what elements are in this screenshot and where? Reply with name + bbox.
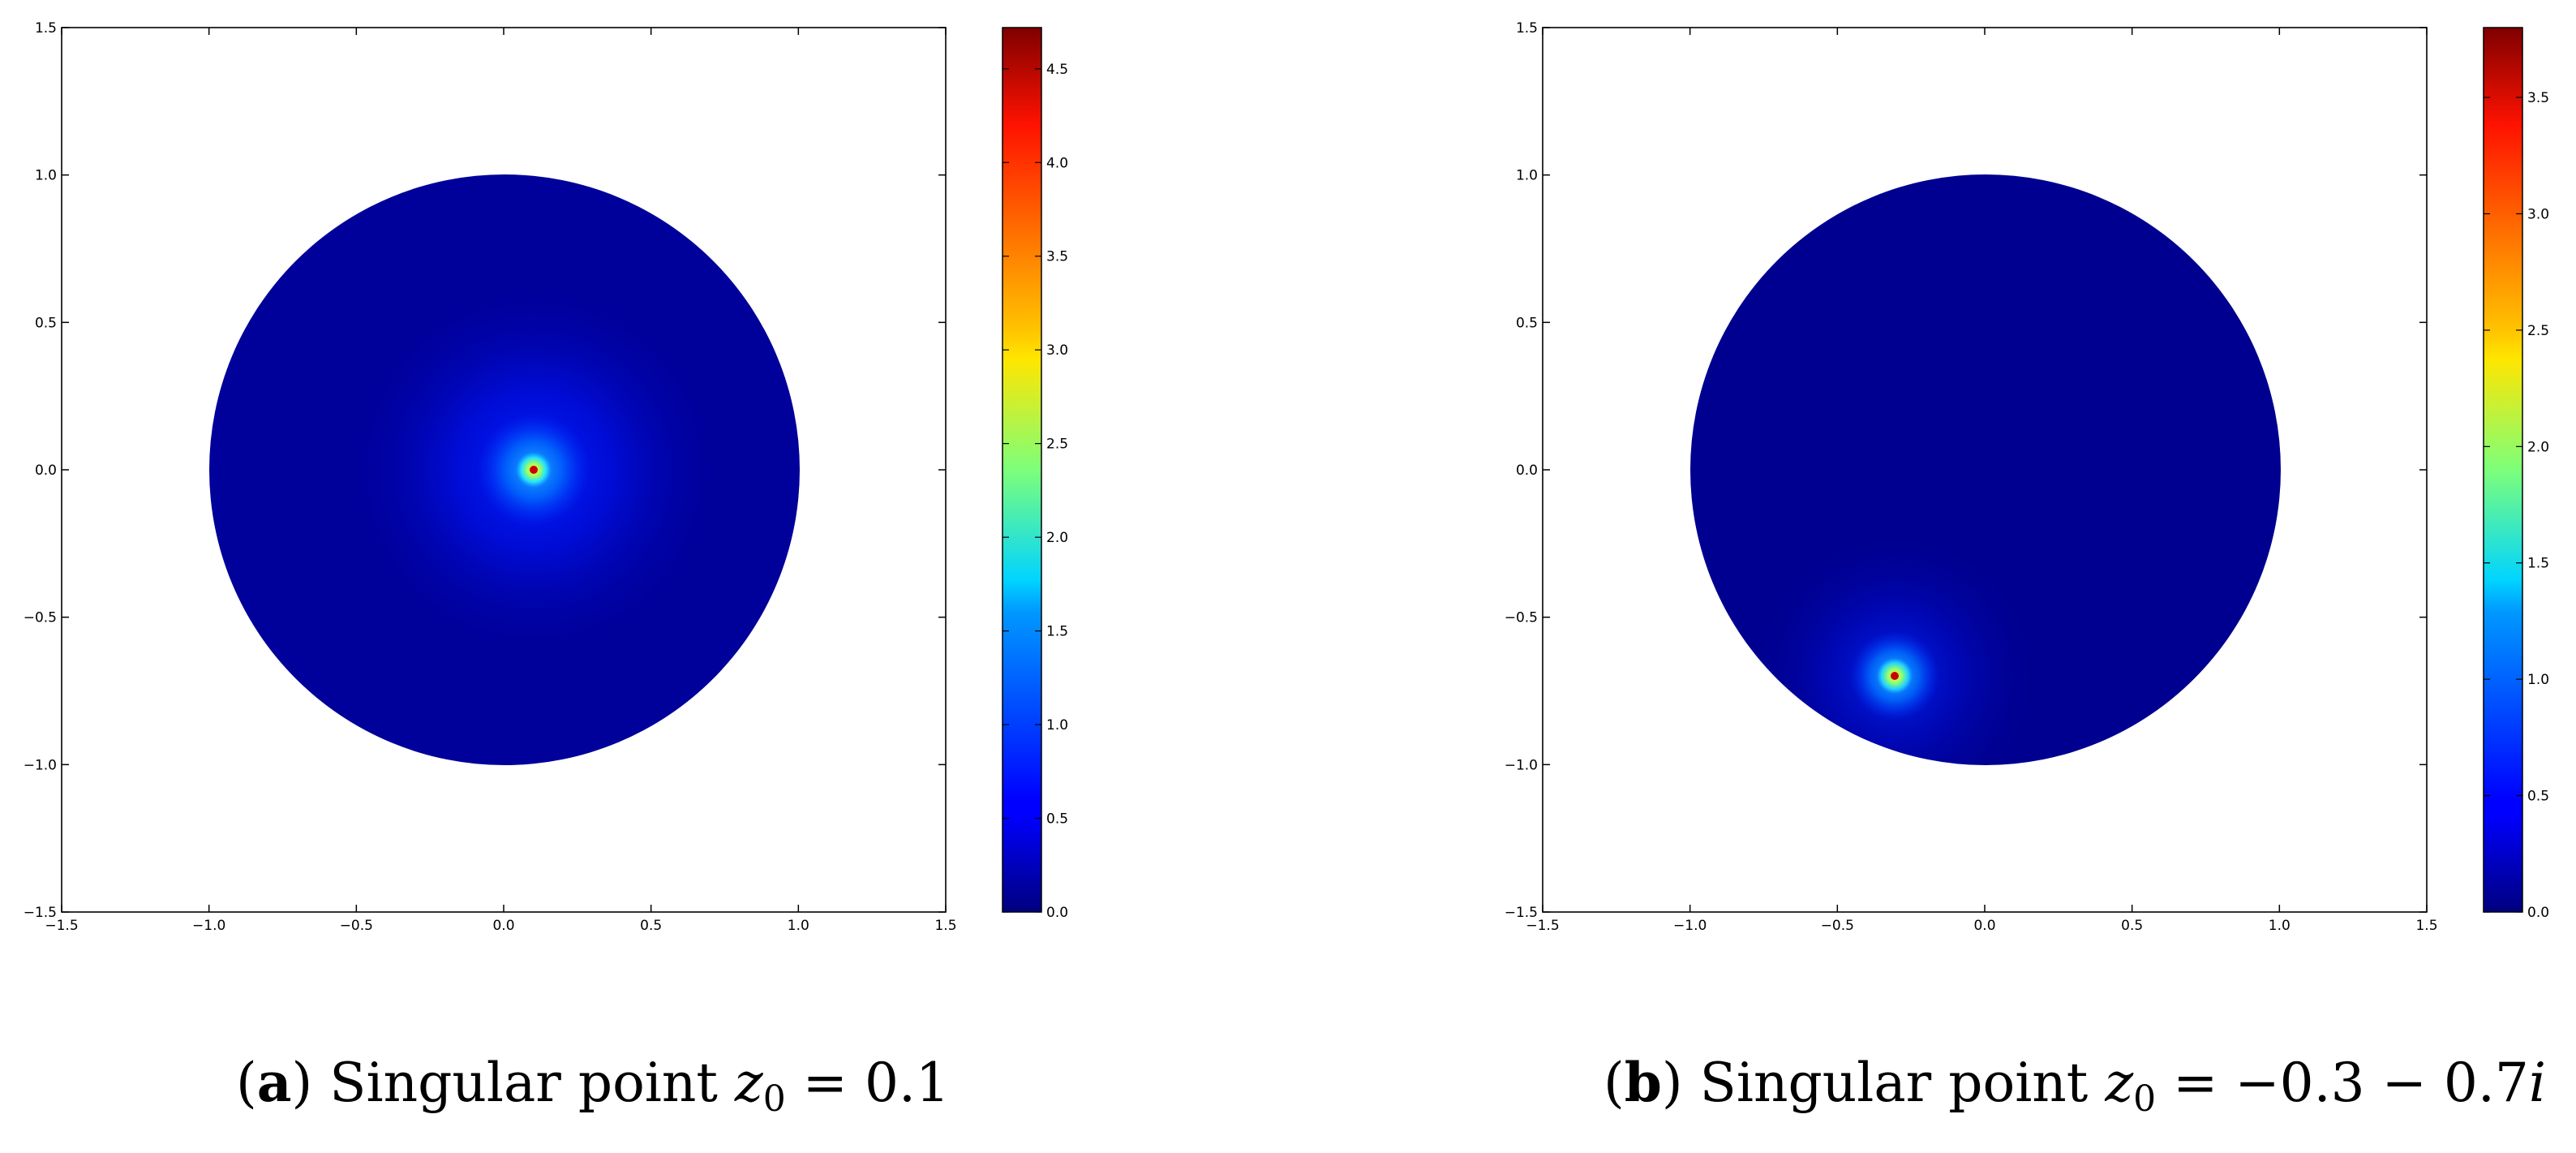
y-tick-label: 0.5 (35, 315, 57, 331)
colorbar-a (1002, 27, 1042, 913)
colorbar-tick-label: 1.0 (1046, 717, 1068, 734)
x-tick-label: 1.0 (788, 918, 809, 934)
colorbar-tick-label: 0.5 (2527, 789, 2549, 805)
y-tick-label: 1.0 (1516, 168, 1538, 184)
axis-ticks-a: −1.5 −1.0 −0.5 0.0 0.5 1.0 1.5 1.5 1.0 0.5 0.0 −0.5… (24, 20, 957, 934)
y-tick-label: −0.5 (24, 610, 57, 626)
colorbar-tick-label: 0.0 (2527, 905, 2549, 921)
y-tick-label: −1.5 (1505, 905, 1538, 921)
singular-point-a (530, 466, 538, 474)
colorbar-tick-label: 3.0 (2527, 206, 2549, 222)
colorbar-tick-label: 2.5 (1046, 437, 1068, 453)
x-tick-label: −0.5 (340, 918, 373, 934)
caption-a: (a) Singular point z0 = 0.1 (236, 1051, 950, 1120)
x-tick-label: −0.5 (1821, 918, 1854, 934)
panel-a: −1.5 −1.0 −0.5 0.0 0.5 1.0 1.5 1.5 1.0 0.5 0.0 −0.5… (24, 20, 1068, 1120)
colorbar-tick-label: 2.0 (1046, 530, 1068, 546)
x-tick-label: −1.0 (192, 918, 225, 934)
colorbar-tick-label: 3.0 (1046, 342, 1068, 359)
x-tick-label: −1.5 (1526, 918, 1559, 934)
colorbar-ticks-a: 0.0 0.5 1.0 1.5 2.0 2.5 3.0 3.5 4.0 4.5 (1002, 62, 1068, 921)
y-tick-label: 0.0 (35, 462, 57, 479)
colorbar-tick-label: 3.5 (1046, 249, 1068, 265)
x-tick-label: −1.0 (1673, 918, 1707, 934)
colorbar-tick-label: 4.0 (1046, 155, 1068, 171)
y-tick-label: 0.5 (1516, 315, 1538, 331)
colorbar-tick-label: 1.0 (2527, 672, 2549, 688)
colorbar-tick-label: 1.5 (2527, 556, 2549, 572)
x-tick-label: 1.5 (2415, 918, 2437, 934)
colorbar-tick-label: 2.5 (2527, 323, 2549, 339)
colorbar-tick-label: 0.5 (1046, 811, 1068, 828)
colorbar-tick-label: 4.5 (1046, 62, 1068, 78)
x-tick-label: 1.5 (934, 918, 956, 934)
colorbar-tick-label: 3.5 (2527, 90, 2549, 106)
colorbar-b (2483, 27, 2523, 913)
y-tick-label: −1.0 (24, 757, 57, 773)
y-tick-label: 1.0 (35, 168, 57, 184)
x-tick-label: 0.5 (2121, 918, 2143, 934)
singular-point-b (1891, 672, 1899, 680)
panel-b: −1.5 −1.0 −0.5 0.0 0.5 1.0 1.5 1.5 1.0 0.5 0.0 −0.5… (1505, 20, 2549, 1120)
x-tick-label: 1.0 (2269, 918, 2290, 934)
y-tick-label: 1.5 (35, 20, 57, 37)
y-tick-label: −1.5 (24, 905, 57, 921)
colorbar-tick-label: 1.5 (1046, 624, 1068, 640)
y-tick-label: −0.5 (1505, 610, 1538, 626)
x-tick-label: −1.5 (45, 918, 78, 934)
x-tick-label: 0.0 (492, 918, 514, 934)
field-b (1690, 174, 2281, 765)
x-tick-label: 0.5 (640, 918, 662, 934)
y-tick-label: −1.0 (1505, 757, 1538, 773)
axis-ticks-b: −1.5 −1.0 −0.5 0.0 0.5 1.0 1.5 1.5 1.0 0.5 0.0 −0.5… (1505, 20, 2438, 934)
colorbar-tick-label: 0.0 (1046, 905, 1068, 921)
y-tick-label: 0.0 (1516, 462, 1538, 479)
x-tick-label: 0.0 (1973, 918, 1995, 934)
field-a (209, 174, 800, 765)
y-tick-label: 1.5 (1516, 20, 1538, 37)
colorbar-ticks-b: 0.0 0.5 1.0 1.5 2.0 2.5 3.0 3.5 (2484, 90, 2549, 921)
colorbar-tick-label: 2.0 (2527, 439, 2549, 455)
caption-b: (b) Singular point z0 = −0.3 − 0.7i (1604, 1051, 2546, 1120)
